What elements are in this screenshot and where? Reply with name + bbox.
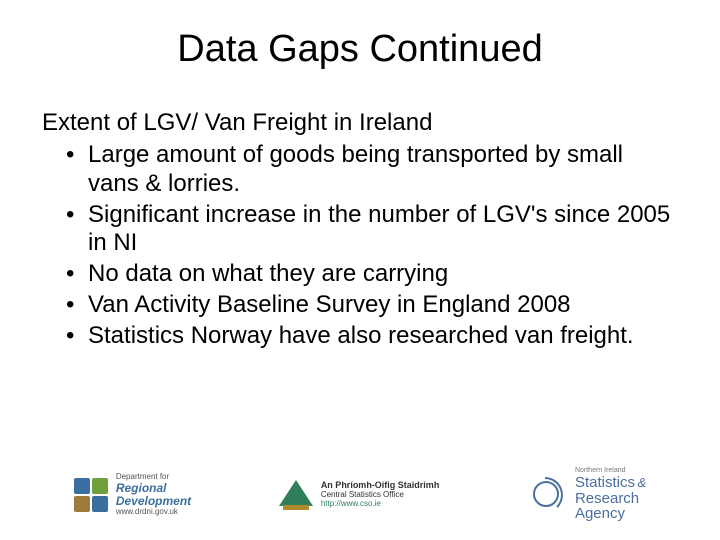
slide: Data Gaps Continued Extent of LGV/ Van F… — [0, 0, 720, 540]
drd-name-1: Regional — [116, 482, 191, 495]
logo-cso-text: An Phríomh-Oifig Staidrimh Central Stati… — [321, 481, 440, 508]
footer-logos: Department for Regional Development www.… — [0, 467, 720, 522]
cso-url: http://www.cso.ie — [321, 500, 440, 509]
bullet-list: Large amount of goods being transported … — [40, 141, 680, 351]
drd-name-2: Development — [116, 495, 191, 508]
content-subtitle: Extent of LGV/ Van Freight in Ireland — [40, 109, 680, 137]
nisra-amp: & — [637, 475, 646, 490]
drd-icon — [74, 478, 108, 512]
drd-url: www.drdni.gov.uk — [116, 508, 191, 517]
nisra-line2: Research — [575, 491, 646, 507]
page-title: Data Gaps Continued — [40, 28, 680, 71]
logo-nisra: Northern Ireland Statistics & Research A… — [527, 467, 646, 522]
logo-cso: An Phríomh-Oifig Staidrimh Central Stati… — [279, 480, 440, 510]
nisra-line3: Agency — [575, 506, 646, 522]
cso-icon — [279, 480, 313, 510]
list-item: Significant increase in the number of LG… — [66, 201, 680, 259]
logo-drd: Department for Regional Development www.… — [74, 473, 191, 517]
list-item: No data on what they are carrying — [66, 260, 680, 289]
nisra-line1: Statistics — [575, 474, 635, 491]
content-block: Extent of LGV/ Van Freight in Ireland La… — [40, 109, 680, 351]
logo-drd-text: Department for Regional Development www.… — [116, 473, 191, 517]
list-item: Van Activity Baseline Survey in England … — [66, 291, 680, 320]
nisra-icon — [527, 477, 567, 513]
logo-nisra-text: Northern Ireland Statistics & Research A… — [575, 467, 646, 522]
list-item: Large amount of goods being transported … — [66, 141, 680, 199]
list-item: Statistics Norway have also researched v… — [66, 322, 680, 351]
